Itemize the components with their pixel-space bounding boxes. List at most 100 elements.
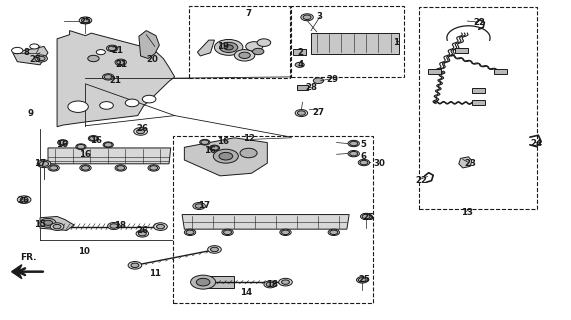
Text: 21: 21 <box>109 76 121 84</box>
Text: 19: 19 <box>217 42 229 51</box>
Circle shape <box>88 55 99 62</box>
Text: 26: 26 <box>17 196 29 205</box>
Circle shape <box>257 39 271 46</box>
Circle shape <box>53 224 61 229</box>
Circle shape <box>224 45 233 50</box>
Bar <box>291 5 404 77</box>
Bar <box>293 49 306 55</box>
Circle shape <box>104 142 112 147</box>
Circle shape <box>68 101 89 112</box>
Text: 25: 25 <box>79 17 91 26</box>
Text: 22: 22 <box>474 19 486 28</box>
Circle shape <box>142 95 156 103</box>
Circle shape <box>35 55 47 62</box>
Circle shape <box>184 229 196 236</box>
Circle shape <box>195 204 203 208</box>
Circle shape <box>356 277 368 283</box>
Circle shape <box>282 230 289 235</box>
Circle shape <box>108 46 116 51</box>
Circle shape <box>279 278 292 286</box>
Text: 16: 16 <box>204 146 216 155</box>
Circle shape <box>215 39 243 55</box>
Text: 28: 28 <box>305 83 317 92</box>
Text: 1: 1 <box>393 38 399 47</box>
Circle shape <box>349 141 357 146</box>
Circle shape <box>39 161 49 166</box>
Text: 17: 17 <box>34 159 46 168</box>
Circle shape <box>76 144 86 149</box>
Polygon shape <box>184 138 267 176</box>
Circle shape <box>303 15 311 20</box>
Circle shape <box>200 140 210 145</box>
Circle shape <box>222 229 233 236</box>
Circle shape <box>116 166 124 170</box>
Circle shape <box>150 166 158 170</box>
Bar <box>472 100 485 105</box>
Text: 17: 17 <box>198 202 210 211</box>
Bar <box>419 7 537 209</box>
Text: 25: 25 <box>30 55 42 64</box>
Circle shape <box>186 230 194 235</box>
Circle shape <box>328 229 340 236</box>
Text: 18: 18 <box>266 280 278 289</box>
Bar <box>201 276 234 288</box>
Circle shape <box>266 282 274 287</box>
Circle shape <box>59 140 67 145</box>
Circle shape <box>77 144 85 149</box>
Circle shape <box>103 142 113 148</box>
Bar <box>173 136 373 303</box>
Circle shape <box>246 42 263 51</box>
Circle shape <box>82 18 90 23</box>
Bar <box>456 48 468 53</box>
Circle shape <box>108 222 120 229</box>
Circle shape <box>280 229 291 236</box>
Text: 16: 16 <box>217 137 229 146</box>
Circle shape <box>131 263 139 268</box>
Circle shape <box>58 140 68 145</box>
Text: 21: 21 <box>112 46 124 55</box>
Polygon shape <box>11 265 22 279</box>
Circle shape <box>348 140 359 147</box>
Text: 16: 16 <box>56 140 68 149</box>
Text: 12: 12 <box>243 134 255 143</box>
Text: 14: 14 <box>240 288 252 297</box>
Circle shape <box>50 223 64 230</box>
Bar <box>189 6 290 77</box>
Circle shape <box>358 159 369 166</box>
Text: 3: 3 <box>316 12 323 21</box>
Circle shape <box>125 99 139 107</box>
Circle shape <box>282 280 289 284</box>
Circle shape <box>136 230 148 237</box>
Text: 25: 25 <box>358 276 370 284</box>
Circle shape <box>211 247 219 252</box>
Circle shape <box>210 145 220 151</box>
Circle shape <box>214 149 238 163</box>
Circle shape <box>100 102 113 109</box>
Circle shape <box>20 197 28 202</box>
Polygon shape <box>57 31 175 127</box>
Circle shape <box>115 165 126 171</box>
Circle shape <box>358 278 366 282</box>
Circle shape <box>48 165 59 171</box>
Bar <box>297 85 308 90</box>
Circle shape <box>37 160 51 168</box>
Circle shape <box>252 48 264 55</box>
Circle shape <box>234 50 255 61</box>
Polygon shape <box>13 46 48 65</box>
Circle shape <box>103 74 114 80</box>
Text: FR.: FR. <box>21 253 37 262</box>
Circle shape <box>154 223 167 230</box>
Circle shape <box>30 44 39 49</box>
Text: 2: 2 <box>298 48 304 57</box>
Circle shape <box>138 231 146 236</box>
Circle shape <box>219 152 232 160</box>
Text: 10: 10 <box>78 247 90 256</box>
Circle shape <box>208 246 222 253</box>
Circle shape <box>220 42 238 52</box>
Circle shape <box>224 230 231 235</box>
Circle shape <box>50 166 58 170</box>
Circle shape <box>191 275 216 289</box>
Circle shape <box>240 148 257 158</box>
Bar <box>428 69 441 74</box>
Circle shape <box>211 146 219 150</box>
